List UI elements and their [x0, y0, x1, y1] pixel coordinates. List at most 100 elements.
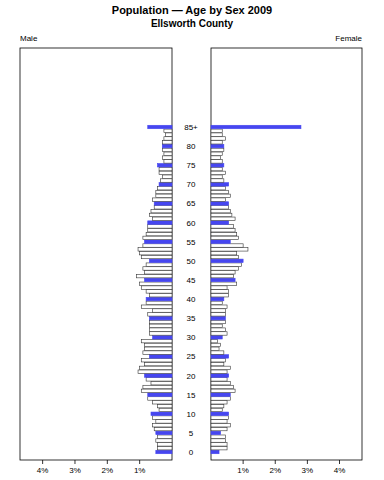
bar — [211, 267, 238, 270]
bar — [146, 290, 172, 293]
bar — [211, 202, 229, 205]
tick — [307, 460, 308, 464]
bar — [141, 255, 172, 258]
series-label: Female — [335, 34, 362, 43]
bar — [151, 381, 172, 384]
bar — [211, 301, 222, 304]
tick-label: 2% — [269, 466, 281, 475]
bar — [148, 221, 172, 224]
bar — [141, 389, 172, 392]
bar — [149, 316, 172, 319]
bar — [211, 167, 222, 170]
bar — [211, 420, 227, 423]
bar — [145, 278, 172, 281]
bar — [146, 297, 172, 300]
bar — [211, 183, 229, 186]
bar — [211, 385, 233, 388]
bar — [143, 236, 172, 239]
bar — [211, 248, 248, 251]
bar — [140, 366, 172, 369]
bar — [211, 412, 229, 415]
bar — [211, 259, 243, 262]
bar — [211, 175, 222, 178]
bar — [145, 362, 172, 365]
bar — [211, 305, 227, 308]
bar — [211, 179, 224, 182]
bar — [154, 206, 172, 209]
bar — [153, 217, 172, 220]
bar — [211, 431, 221, 434]
tick-label: 2% — [102, 466, 114, 475]
bar — [211, 255, 238, 258]
bar — [211, 164, 224, 167]
bar — [211, 274, 233, 277]
bar — [149, 332, 172, 335]
bar — [159, 183, 172, 186]
bar — [148, 397, 172, 400]
bar — [149, 213, 172, 216]
age-label: 70 — [187, 180, 196, 189]
bar — [164, 152, 172, 155]
bar — [211, 282, 237, 285]
bar — [211, 209, 230, 212]
bar — [148, 393, 172, 396]
age-label: 75 — [187, 161, 196, 170]
bar — [164, 137, 172, 140]
tick-label: 1% — [237, 466, 249, 475]
age-label: 10 — [187, 410, 196, 419]
bar — [211, 133, 222, 136]
bar — [145, 343, 172, 346]
bar — [211, 190, 229, 193]
bar — [156, 439, 172, 442]
bar — [149, 320, 172, 323]
bar — [211, 225, 233, 228]
bar — [211, 343, 221, 346]
age-label: 35 — [187, 314, 196, 323]
bar — [211, 278, 235, 281]
bar — [211, 198, 225, 201]
bar — [148, 313, 172, 316]
age-label: 15 — [187, 391, 196, 400]
bar — [149, 328, 172, 331]
bar — [211, 339, 217, 342]
bar — [145, 347, 172, 350]
age-label: 50 — [187, 257, 196, 266]
age-label: 55 — [187, 238, 196, 247]
age-label: 60 — [187, 219, 196, 228]
bar — [146, 378, 172, 381]
bar — [143, 351, 172, 354]
bar — [145, 271, 172, 274]
tick-label: 4% — [334, 466, 346, 475]
bar — [159, 408, 172, 411]
bar — [211, 397, 230, 400]
bar — [211, 144, 224, 147]
bar — [162, 148, 172, 151]
bar — [140, 251, 172, 254]
bar — [211, 297, 224, 300]
bar — [211, 286, 227, 289]
bar — [211, 389, 235, 392]
bar — [156, 194, 172, 197]
bar — [211, 294, 229, 297]
bar — [211, 171, 225, 174]
bar — [211, 374, 229, 377]
bar — [143, 244, 172, 247]
bar — [211, 401, 227, 404]
bar — [211, 194, 230, 197]
bar — [153, 401, 172, 404]
bar — [211, 156, 221, 159]
bar — [211, 221, 229, 224]
bar — [211, 236, 238, 239]
bar — [211, 129, 222, 132]
bar — [148, 125, 172, 128]
bar — [211, 416, 229, 419]
tick-label: 1% — [134, 466, 146, 475]
bar — [143, 267, 172, 270]
age-label: 80 — [187, 142, 196, 151]
bar — [157, 435, 172, 438]
bar — [151, 209, 172, 212]
bar — [157, 164, 172, 167]
bar — [156, 431, 172, 434]
bar — [162, 175, 172, 178]
age-label: 20 — [187, 372, 196, 381]
